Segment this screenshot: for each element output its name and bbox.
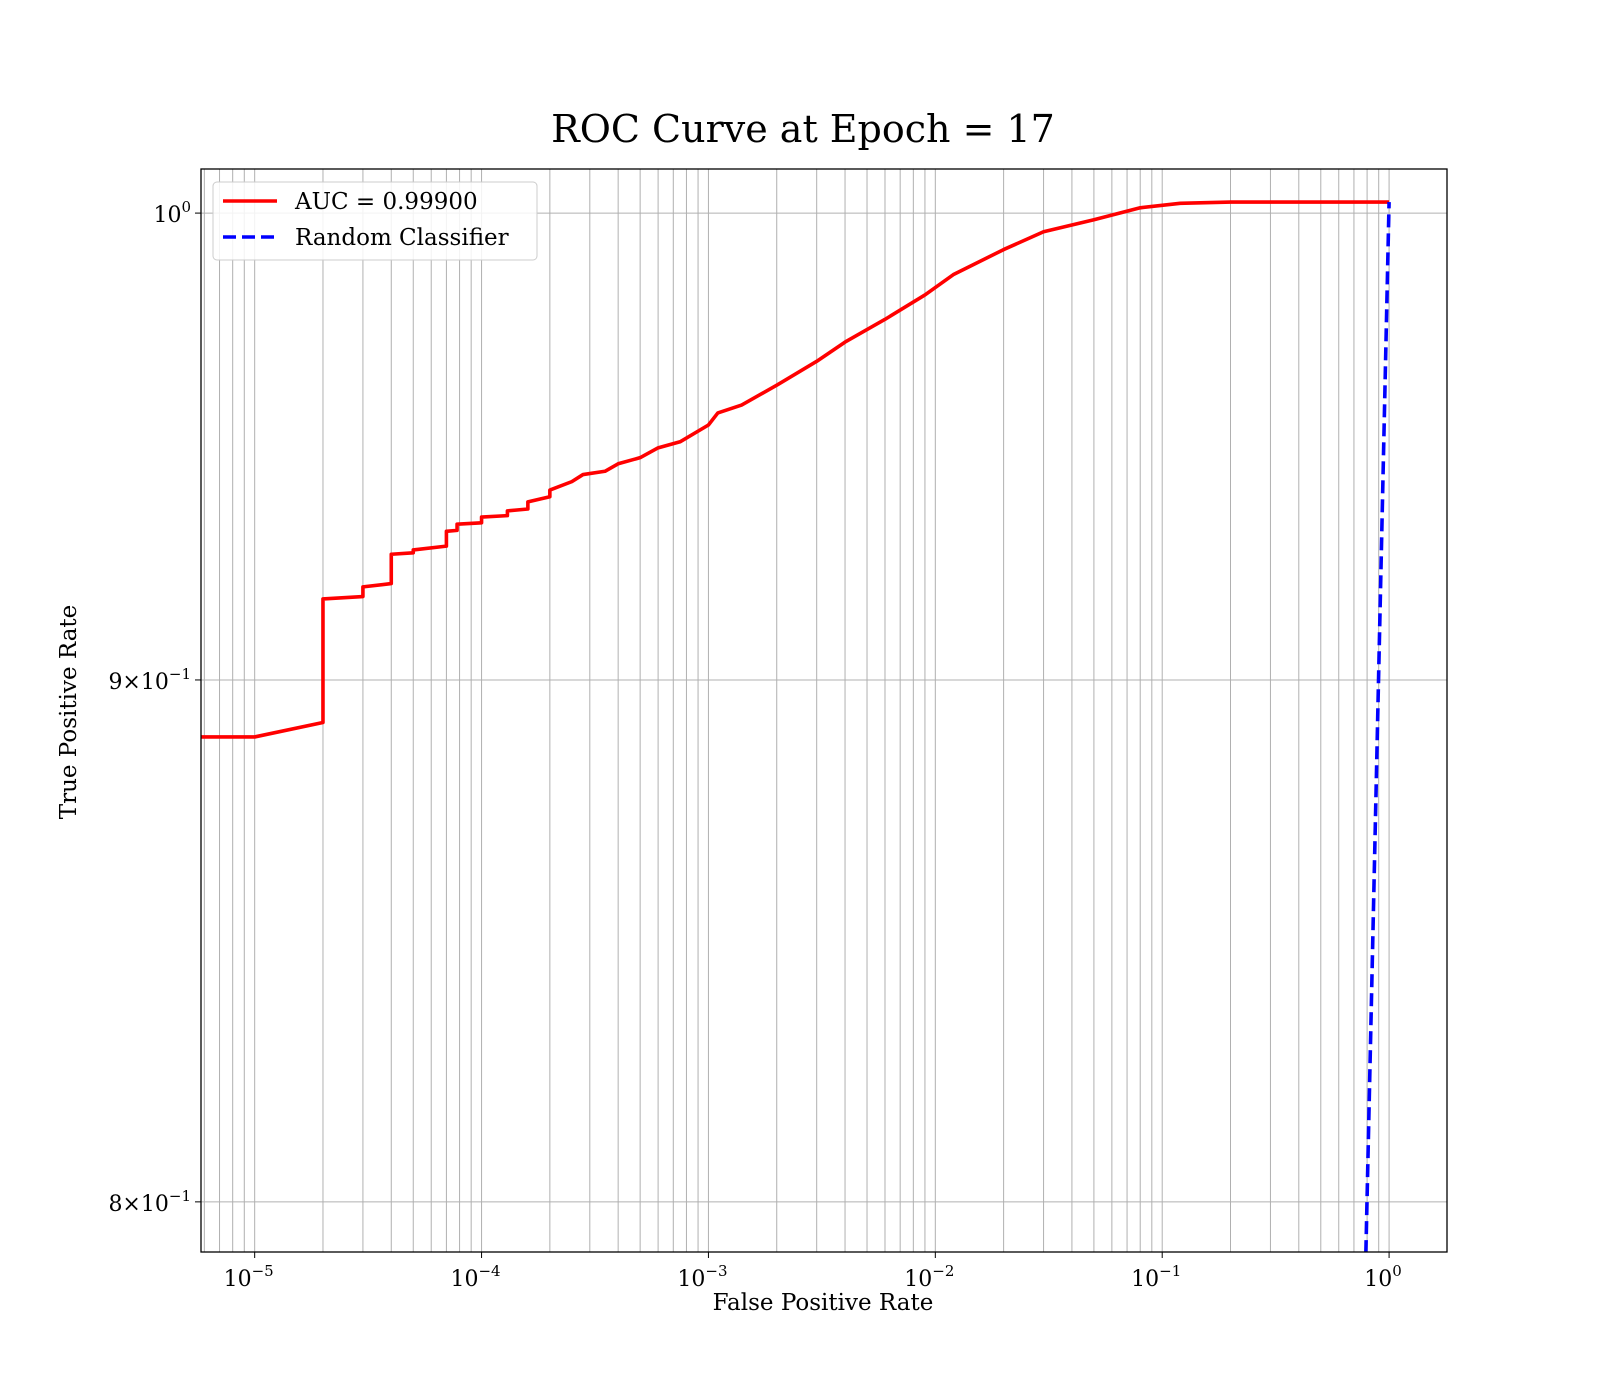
y-tick-base: 9×10 bbox=[108, 670, 168, 695]
x-tick-base: 10 bbox=[1131, 1267, 1159, 1292]
y-tick-base: 8×10 bbox=[108, 1192, 168, 1217]
legend-label-roc: AUC = 0.99900 bbox=[294, 189, 478, 215]
x-axis-label: False Positive Rate bbox=[713, 1290, 934, 1316]
grid-lines bbox=[201, 169, 1447, 1252]
x-tick-exponent: −1 bbox=[1159, 1262, 1181, 1280]
x-tick-label: 10−4 bbox=[450, 1262, 500, 1292]
legend-label-random: Random Classifier bbox=[295, 225, 509, 251]
x-tick-base: 10 bbox=[904, 1267, 932, 1292]
x-tick-label: 100 bbox=[1364, 1262, 1402, 1292]
y-tick-exponent: −1 bbox=[169, 1187, 191, 1205]
random-classifier-line bbox=[1364, 201, 1391, 1252]
y-tick-label: 9×10−1 bbox=[108, 665, 191, 695]
x-tick-labels: 10−5 10−4 10−3 10−2 10−1 100 bbox=[224, 1252, 1402, 1292]
y-tick-label: 8×10−1 bbox=[108, 1187, 191, 1217]
y-tick-base: 10 bbox=[153, 203, 181, 228]
legend-box bbox=[212, 181, 538, 261]
x-tick-label: 10−3 bbox=[677, 1262, 727, 1292]
x-tick-exponent: −5 bbox=[252, 1262, 274, 1280]
x-tick-base: 10 bbox=[224, 1267, 252, 1292]
plot-frame bbox=[200, 168, 1448, 1253]
y-tick-exponent: −1 bbox=[169, 665, 191, 683]
x-tick-exponent: −3 bbox=[705, 1262, 727, 1280]
x-tick-base: 10 bbox=[1364, 1267, 1392, 1292]
x-tick-base: 10 bbox=[450, 1267, 478, 1292]
x-tick-exponent: −2 bbox=[932, 1262, 954, 1280]
series-layer bbox=[201, 200, 1391, 1252]
x-tick-label: 10−1 bbox=[1131, 1262, 1181, 1292]
roc-curve-line bbox=[201, 200, 1390, 739]
x-tick-base: 10 bbox=[677, 1267, 705, 1292]
y-axis-label: True Positive Rate bbox=[56, 605, 82, 820]
x-tick-label: 10−5 bbox=[224, 1262, 274, 1292]
y-tick-label: 100 bbox=[153, 198, 191, 228]
x-tick-exponent: −4 bbox=[478, 1262, 500, 1280]
x-tick-exponent: 0 bbox=[1392, 1262, 1402, 1280]
x-tick-label: 10−2 bbox=[904, 1262, 954, 1292]
chart-title: ROC Curve at Epoch = 17 bbox=[551, 107, 1055, 151]
legend: AUC = 0.99900 Random Classifier bbox=[212, 181, 538, 261]
y-tick-exponent: 0 bbox=[181, 198, 191, 216]
